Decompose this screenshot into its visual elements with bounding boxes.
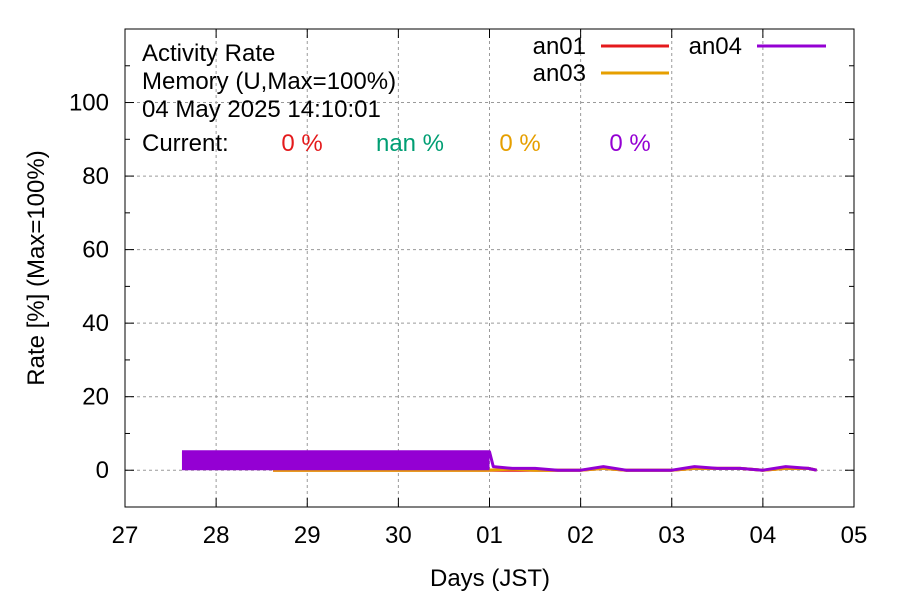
x-tick-label: 05 — [841, 522, 868, 549]
y-tick-label: 60 — [82, 237, 109, 264]
legend-label-an04: an04 — [689, 33, 742, 60]
legend-label-an01: an01 — [533, 33, 586, 60]
y-tick-label: 20 — [82, 384, 109, 411]
y-tick-label: 80 — [82, 163, 109, 190]
tick-labels: 0 20 40 60 80 100 27 28 29 30 01 02 03 04 05 — [69, 90, 867, 549]
chart-title-line-3: 04 May 2025 14:10:01 — [142, 96, 381, 123]
chart-title-line-1: Activity Rate — [142, 40, 275, 67]
legend-label-an03: an03 — [533, 60, 586, 87]
chart-title-line-2: Memory (U,Max=100%) — [142, 68, 396, 95]
current-values: 0 % nan % 0 % 0 % — [281, 130, 650, 157]
x-tick-label: 03 — [658, 522, 685, 549]
x-tick-label: 27 — [112, 522, 139, 549]
series-line-an04 — [182, 450, 818, 472]
x-tick-label: 01 — [476, 522, 503, 549]
x-tick-label: 28 — [203, 522, 230, 549]
current-value-1: 0 % — [281, 130, 322, 157]
series-band-an04 — [181, 451, 490, 471]
y-tick-label: 100 — [69, 90, 109, 117]
x-tick-label: 29 — [294, 522, 321, 549]
series-layer — [181, 450, 818, 472]
x-tick-label: 30 — [385, 522, 412, 549]
x-tick-label: 02 — [567, 522, 594, 549]
current-value-3: 0 % — [499, 130, 540, 157]
grid — [125, 29, 854, 507]
current-label: Current: — [142, 130, 229, 157]
tick-marks — [124, 28, 855, 508]
y-tick-label: 0 — [96, 457, 109, 484]
y-tick-label: 40 — [82, 310, 109, 337]
y-axis-label: Rate [%] (Max=100%) — [23, 150, 50, 385]
current-value-2: nan % — [376, 130, 444, 157]
current-value-4: 0 % — [609, 130, 650, 157]
x-axis-label: Days (JST) — [430, 565, 550, 592]
x-tick-label: 04 — [750, 522, 777, 549]
